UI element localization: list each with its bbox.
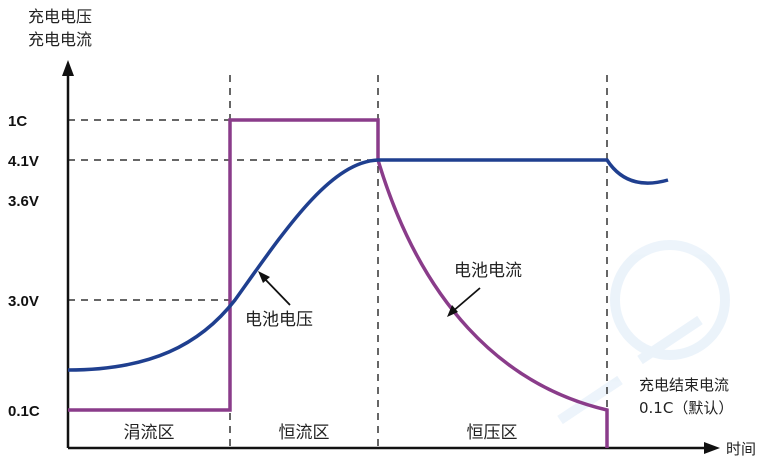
y-axis-arrow	[62, 60, 74, 76]
tick-0-1c: 0.1C	[8, 403, 40, 420]
x-axis-title: 时间	[726, 440, 756, 458]
end-current-label-line2: 0.1C（默认）	[639, 399, 733, 417]
current-curve	[68, 118, 609, 448]
tick-3-0v: 3.0V	[8, 293, 39, 310]
voltage-label: 电池电压	[245, 310, 313, 330]
current-label-arrow	[451, 287, 481, 313]
voltage-label-arrow	[261, 275, 291, 306]
tick-1c: 1C	[8, 113, 27, 130]
tick-3-6v: 3.6V	[8, 193, 39, 210]
y-axis-title-line1: 充电电压	[28, 7, 92, 26]
phase-label-constant-voltage: 恒压区	[467, 423, 518, 443]
current-label: 电池电流	[454, 261, 522, 281]
phase-label-trickle: 涓流区	[124, 423, 175, 443]
phase-label-constant-current: 恒流区	[279, 423, 330, 443]
y-axis-title-line2: 充电电流	[28, 30, 92, 49]
end-current-label-line1: 充电结束电流	[639, 376, 729, 394]
tick-4-1v: 4.1V	[8, 153, 39, 170]
x-axis-arrow	[704, 442, 720, 454]
watermark	[557, 240, 730, 425]
axes	[62, 60, 720, 454]
voltage-curve	[67, 158, 669, 372]
label-arrows	[258, 271, 481, 317]
guide-lines	[68, 75, 608, 448]
